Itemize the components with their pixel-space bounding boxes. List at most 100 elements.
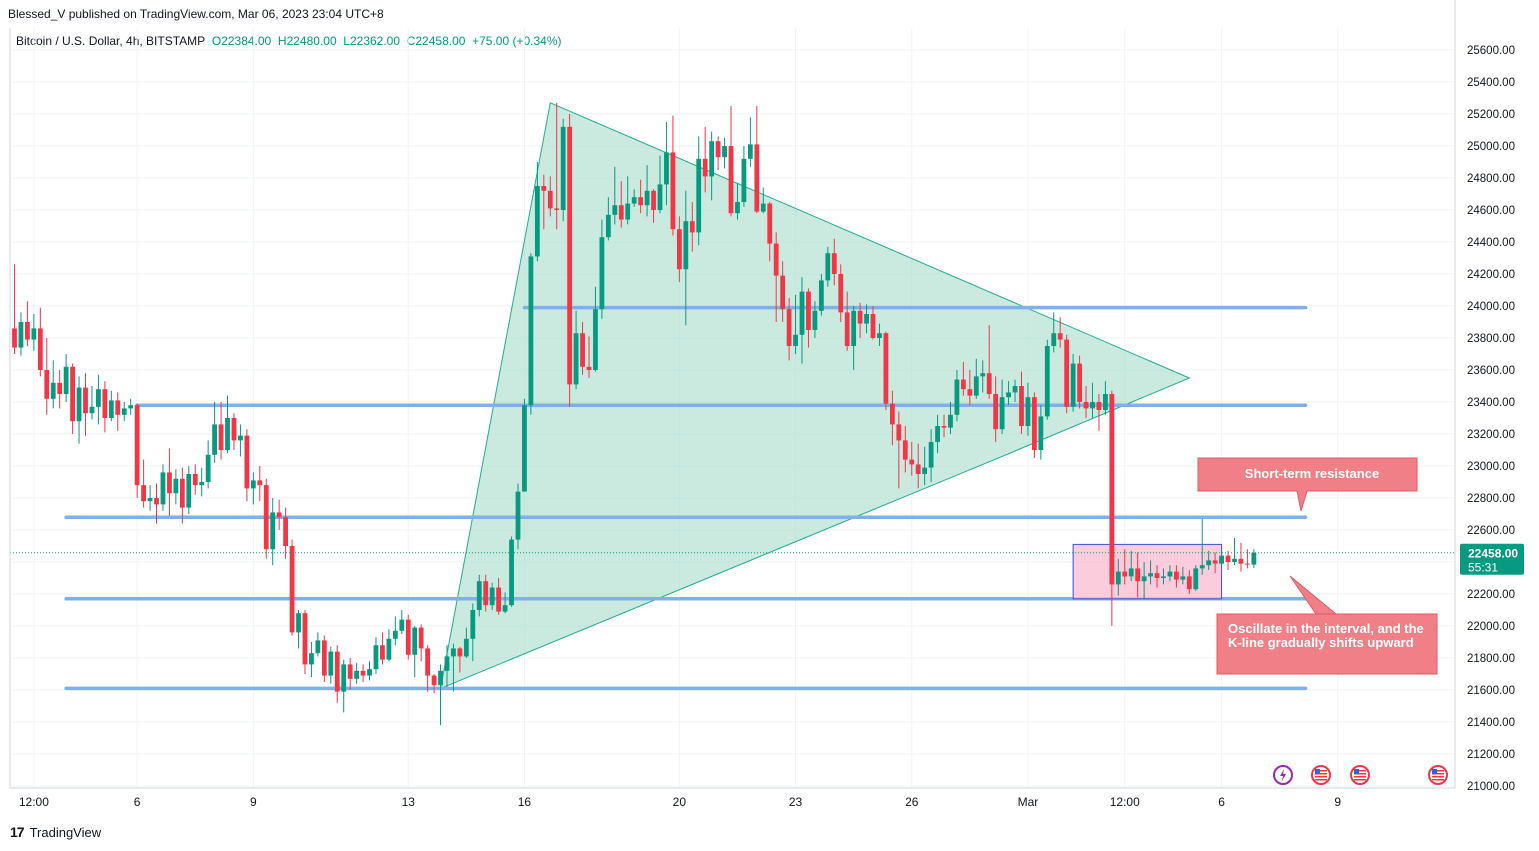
candle[interactable] <box>541 174 547 230</box>
candle[interactable] <box>1115 558 1121 596</box>
candle[interactable] <box>760 187 766 214</box>
candle[interactable] <box>154 483 159 524</box>
candle[interactable] <box>973 358 979 399</box>
candle[interactable] <box>902 426 908 473</box>
candle[interactable] <box>625 176 631 225</box>
candle[interactable] <box>263 478 269 559</box>
candle[interactable] <box>470 603 476 662</box>
candle[interactable] <box>1038 405 1044 460</box>
candle[interactable] <box>1238 542 1244 572</box>
candle[interactable] <box>980 360 986 393</box>
candle[interactable] <box>212 402 218 463</box>
candle[interactable] <box>735 182 740 220</box>
candle[interactable] <box>657 155 663 214</box>
us-flag-icon[interactable] <box>1311 765 1331 785</box>
candle[interactable] <box>231 413 237 450</box>
candle[interactable] <box>618 181 624 228</box>
candle[interactable] <box>431 674 437 694</box>
candle[interactable] <box>476 574 482 617</box>
candle[interactable] <box>638 179 644 214</box>
candle[interactable] <box>960 362 966 396</box>
candle[interactable] <box>599 219 605 319</box>
candle[interactable] <box>780 261 786 322</box>
lightning-icon[interactable] <box>1273 765 1293 785</box>
candle[interactable] <box>451 643 456 692</box>
candle[interactable] <box>31 314 37 351</box>
candle[interactable] <box>147 485 153 511</box>
candle[interactable] <box>1051 312 1057 353</box>
candle[interactable] <box>670 115 676 236</box>
candle[interactable] <box>631 189 637 207</box>
plot-area[interactable] <box>10 28 1455 788</box>
candle[interactable] <box>586 336 592 378</box>
candle[interactable] <box>334 645 340 703</box>
candle[interactable] <box>664 122 669 206</box>
candle[interactable] <box>167 448 172 516</box>
candle[interactable] <box>1128 550 1134 582</box>
candle[interactable] <box>405 614 411 660</box>
candle[interactable] <box>25 301 30 346</box>
candle[interactable] <box>1135 552 1141 598</box>
candle[interactable] <box>1186 570 1192 594</box>
candle[interactable] <box>909 442 915 476</box>
candle[interactable] <box>1064 334 1070 414</box>
candle[interactable] <box>1090 382 1095 418</box>
us-flag-icon[interactable] <box>1428 765 1448 785</box>
candle[interactable] <box>438 664 443 726</box>
candle[interactable] <box>250 472 256 505</box>
candle[interactable] <box>1057 317 1063 348</box>
candle[interactable] <box>709 131 715 201</box>
candle[interactable] <box>1161 568 1166 585</box>
candle[interactable] <box>76 376 82 444</box>
candle[interactable] <box>722 138 727 169</box>
candle[interactable] <box>883 331 889 410</box>
candle[interactable] <box>838 264 844 322</box>
candle[interactable] <box>425 645 431 692</box>
candle[interactable] <box>360 664 366 682</box>
candle[interactable] <box>502 592 508 614</box>
candle[interactable] <box>83 373 88 436</box>
candle[interactable] <box>702 126 708 193</box>
candle[interactable] <box>1167 565 1173 582</box>
candle[interactable] <box>270 498 276 566</box>
candle[interactable] <box>580 322 585 375</box>
candle[interactable] <box>915 443 921 489</box>
footer-brand[interactable]: 17 TradingView <box>10 824 101 840</box>
candle[interactable] <box>767 202 773 262</box>
candle[interactable] <box>412 626 418 678</box>
candle[interactable] <box>605 197 611 241</box>
candle[interactable] <box>948 402 953 434</box>
candle[interactable] <box>922 446 928 486</box>
candle[interactable] <box>392 616 398 646</box>
candle[interactable] <box>44 338 50 415</box>
candle[interactable] <box>218 402 224 460</box>
candle[interactable] <box>799 277 805 364</box>
candle[interactable] <box>199 467 205 497</box>
candle[interactable] <box>877 323 882 346</box>
candle[interactable] <box>534 162 540 262</box>
candle[interactable] <box>1070 354 1076 412</box>
candle[interactable] <box>1154 565 1160 588</box>
candle[interactable] <box>676 216 682 282</box>
candle[interactable] <box>1025 382 1031 436</box>
candle[interactable] <box>173 469 179 505</box>
candle[interactable] <box>386 629 392 662</box>
candle[interactable] <box>1148 560 1153 585</box>
candle[interactable] <box>831 238 837 286</box>
candle[interactable] <box>489 582 495 610</box>
candle[interactable] <box>935 414 940 454</box>
candle[interactable] <box>1245 549 1250 569</box>
candle[interactable] <box>806 288 811 348</box>
candle[interactable] <box>309 642 314 678</box>
candle[interactable] <box>1174 565 1179 588</box>
candle[interactable] <box>244 429 250 502</box>
candle[interactable] <box>89 386 95 420</box>
candle[interactable] <box>1031 392 1037 458</box>
us-flag-icon[interactable] <box>1350 765 1370 785</box>
candle[interactable] <box>225 395 230 454</box>
candle[interactable] <box>347 658 353 690</box>
candle[interactable] <box>612 166 618 225</box>
candle[interactable] <box>993 376 999 442</box>
candle[interactable] <box>554 102 560 230</box>
